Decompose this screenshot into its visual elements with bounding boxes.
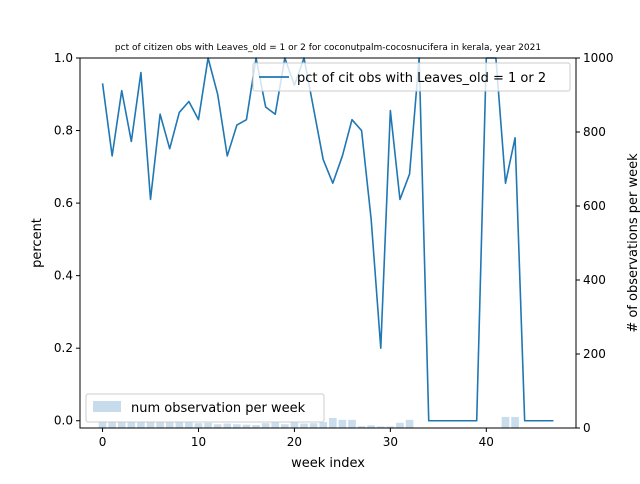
- bar: [204, 422, 212, 428]
- legend-bars-box: [85, 393, 325, 423]
- y-axis-right: 0 200 400 600 800 1000: [576, 51, 614, 435]
- y-tick-label: 0.4: [54, 269, 73, 283]
- y2-tick-label: 400: [583, 273, 606, 287]
- bar: [348, 419, 356, 428]
- bar: [175, 421, 184, 428]
- y2-tick-label: 800: [583, 125, 606, 139]
- y-axis-label: percent: [30, 218, 45, 268]
- bar: [328, 418, 337, 428]
- x-axis: 0 10 20 30 40: [99, 428, 494, 449]
- x-tick-label: 0: [99, 435, 107, 449]
- bar: [290, 422, 299, 428]
- chart-title: pct of citizen obs with Leaves_old = 1 o…: [115, 43, 541, 53]
- bar: [261, 423, 270, 428]
- bar: [376, 426, 385, 428]
- bar: [233, 424, 241, 428]
- bar: [137, 421, 145, 428]
- y2-tick-label: 200: [583, 347, 606, 361]
- y2-tick-label: 600: [583, 199, 606, 213]
- y2-axis-label: # of observations per week: [626, 153, 640, 333]
- bar: [280, 424, 289, 428]
- bar: [309, 423, 318, 428]
- bar: [319, 422, 328, 428]
- bar: [223, 423, 232, 428]
- bar: [146, 421, 155, 428]
- y2-tick-label: 0: [583, 421, 591, 435]
- legend-bars-label: num observation per week: [131, 401, 306, 416]
- y-tick-label: 0.6: [54, 196, 73, 210]
- y-tick-label: 0.2: [54, 341, 73, 355]
- bar: [396, 422, 404, 428]
- plot-frame: [79, 57, 577, 429]
- series-line: [101, 57, 554, 422]
- bar: [511, 416, 519, 428]
- bar: [386, 426, 395, 428]
- bar: [367, 425, 376, 428]
- bar: [108, 421, 116, 428]
- x-tick-label: 40: [479, 435, 494, 449]
- bar-series: [98, 416, 519, 428]
- bar: [501, 416, 510, 428]
- bar: [127, 421, 136, 428]
- bar: [185, 421, 193, 428]
- bar: [271, 421, 280, 428]
- x-tick-label: 20: [287, 435, 302, 449]
- y-tick-label: 0.0: [54, 414, 73, 428]
- y-tick-label: 0.8: [54, 124, 73, 138]
- bar: [252, 425, 260, 428]
- legend-line-box: [252, 62, 571, 92]
- bar: [213, 424, 222, 428]
- legend-line: pct of cit obs with Leaves_old = 1 or 2: [252, 62, 571, 92]
- bar: [405, 419, 414, 428]
- legend-bars-swatch: [93, 401, 121, 412]
- bar: [194, 423, 203, 428]
- legend-bars: num observation per week: [85, 393, 325, 423]
- bar: [242, 424, 251, 428]
- bar: [300, 423, 308, 428]
- bar: [338, 419, 347, 428]
- bar: [156, 421, 164, 428]
- bar: [117, 421, 126, 428]
- legend-line-label: pct of cit obs with Leaves_old = 1 or 2: [297, 71, 546, 86]
- bar: [98, 420, 107, 428]
- x-axis-label: week index: [291, 456, 365, 471]
- bar: [357, 426, 366, 428]
- bar: [165, 421, 174, 428]
- y-axis-left: 0.0 0.2 0.4 0.6 0.8 1.0: [54, 51, 80, 428]
- x-tick-label: 30: [383, 435, 398, 449]
- y2-tick-label: 1000: [583, 51, 614, 65]
- line-series: [101, 57, 554, 422]
- y-tick-label: 1.0: [54, 51, 73, 65]
- x-tick-label: 10: [191, 435, 206, 449]
